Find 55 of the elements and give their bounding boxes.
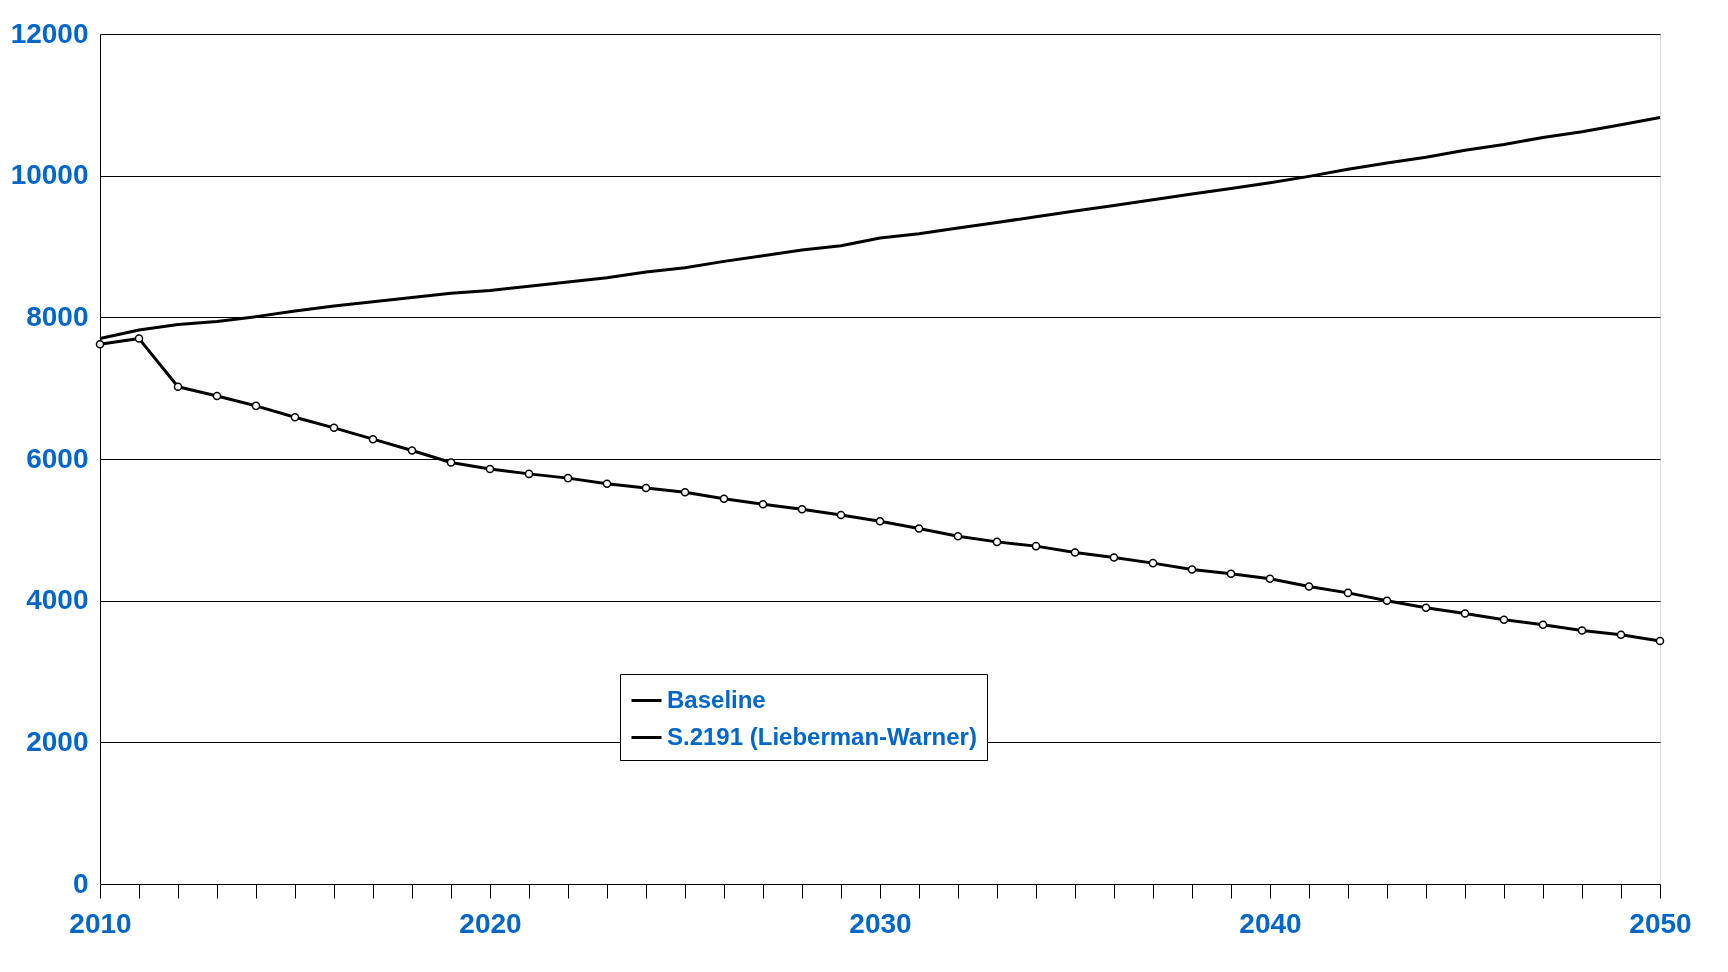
point <box>797 505 807 514</box>
point <box>641 483 651 493</box>
point <box>95 339 105 349</box>
point <box>1655 636 1665 646</box>
point <box>1070 548 1080 557</box>
point <box>719 494 729 503</box>
point <box>1538 620 1548 630</box>
x-tick-label: 2010 <box>69 907 132 939</box>
point <box>680 488 690 497</box>
point <box>1577 626 1587 635</box>
x-tick-label: 2040 <box>1239 907 1302 939</box>
point <box>602 479 612 489</box>
point <box>836 510 846 520</box>
y-tick-label: 2000 <box>26 725 89 757</box>
point <box>290 412 300 422</box>
y-tick-label: 8000 <box>26 300 89 332</box>
point <box>914 524 924 533</box>
x-tick-label: 2020 <box>459 907 522 939</box>
legend-label: S.2191 (Lieberman-Warner) <box>667 722 977 750</box>
point <box>875 517 885 526</box>
point <box>407 446 417 455</box>
point <box>1109 553 1119 562</box>
point <box>251 401 261 411</box>
point <box>485 464 495 474</box>
y-tick-label: 6000 <box>26 442 89 474</box>
point <box>173 382 183 392</box>
point <box>446 458 456 467</box>
point <box>1031 541 1041 551</box>
point <box>1148 558 1158 568</box>
point <box>524 469 534 479</box>
point <box>1343 588 1353 598</box>
point <box>1265 574 1275 583</box>
y-tick-label: 12000 <box>10 17 89 49</box>
legend-label: Baseline <box>667 685 766 713</box>
y-tick-label: 10000 <box>10 159 89 191</box>
x-tick-label: 2030 <box>849 907 912 939</box>
point <box>1226 569 1236 579</box>
y-tick-label: 0 <box>72 867 89 899</box>
point <box>1616 630 1626 639</box>
point <box>368 434 378 444</box>
point <box>1460 609 1470 618</box>
point <box>1304 582 1314 591</box>
point <box>758 500 768 509</box>
point <box>992 537 1002 547</box>
x-tick-label: 2050 <box>1629 907 1692 939</box>
point <box>1187 565 1197 574</box>
point <box>212 391 222 401</box>
point <box>563 473 573 483</box>
point <box>134 334 144 343</box>
y-tick-label: 4000 <box>26 584 89 616</box>
point <box>953 531 963 541</box>
point <box>1421 603 1431 613</box>
point <box>1499 615 1509 625</box>
point <box>329 423 339 433</box>
point <box>1382 596 1392 605</box>
